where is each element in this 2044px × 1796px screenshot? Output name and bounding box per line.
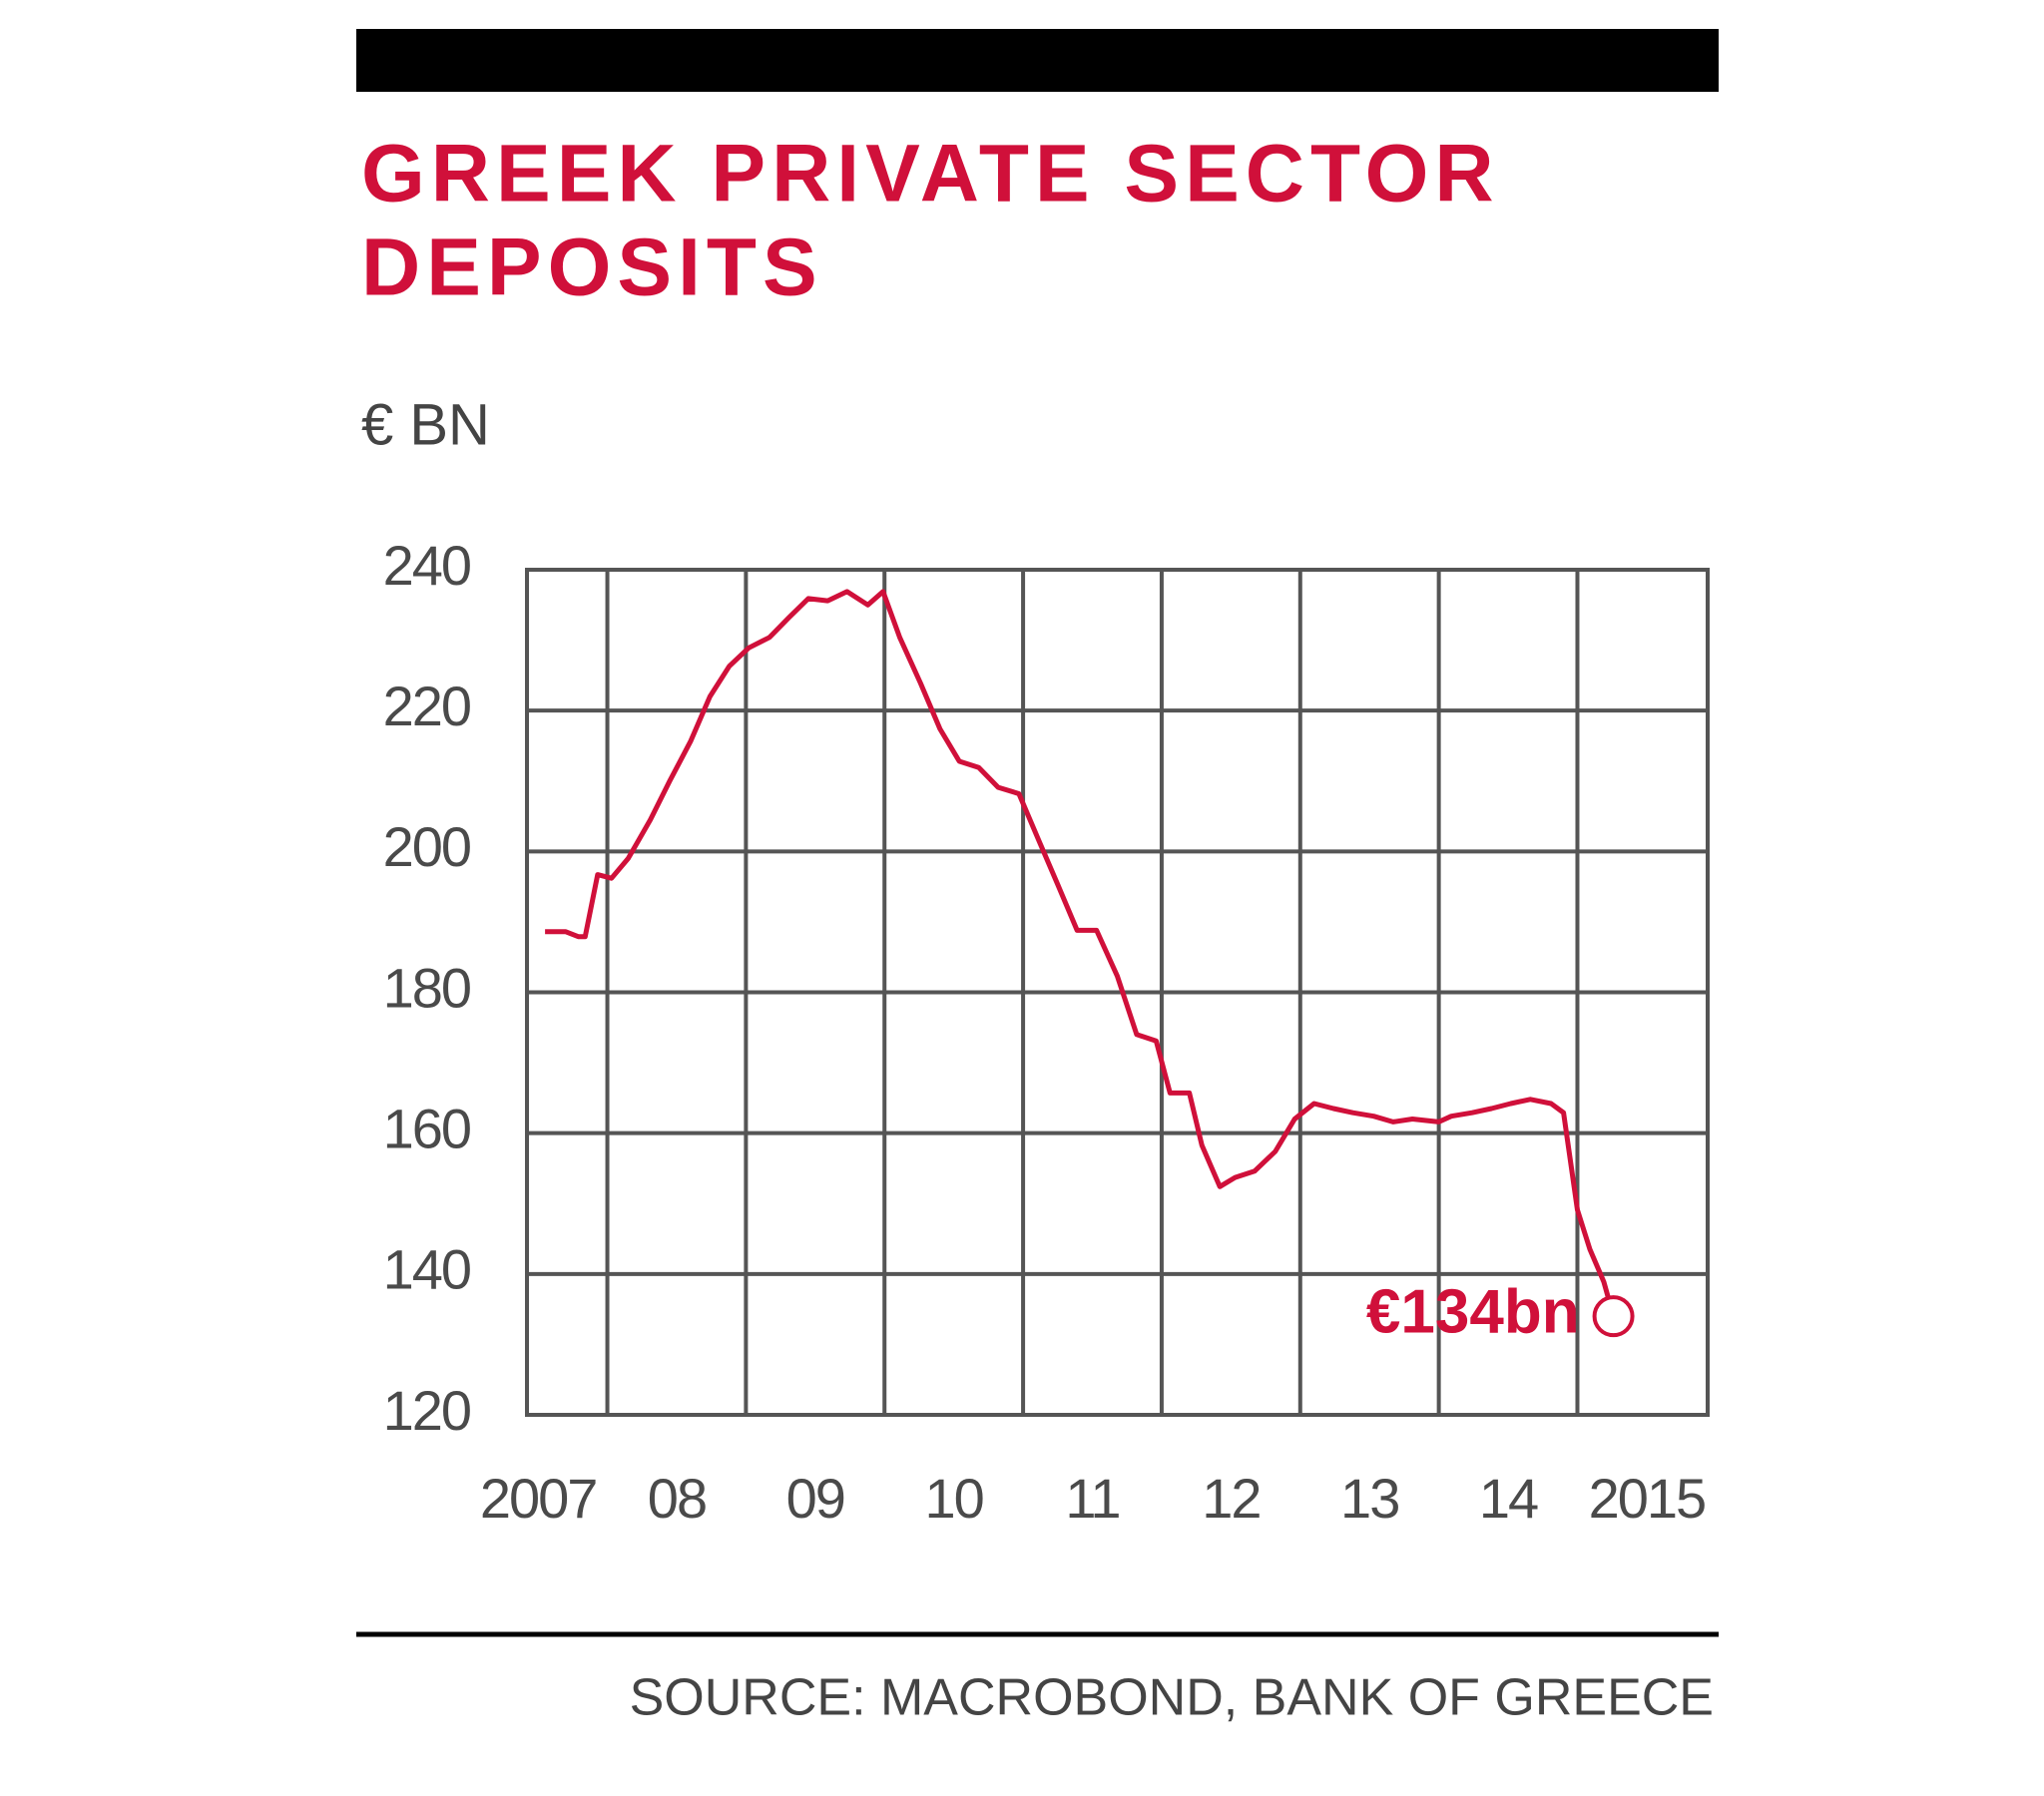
y-tick-label: 160	[383, 1097, 470, 1159]
x-tick-label: 2007	[480, 1467, 597, 1530]
x-tick-label: 08	[648, 1467, 706, 1530]
chart-title: DEPOSITS	[361, 223, 823, 313]
x-tick-label: 11	[1065, 1467, 1119, 1530]
x-tick-label: 10	[925, 1467, 983, 1530]
y-tick-label: 220	[383, 674, 470, 737]
end-marker	[1592, 1295, 1635, 1338]
y-axis-label: € BN	[361, 392, 490, 457]
x-tick-label: 09	[786, 1467, 844, 1530]
y-tick-label: 120	[383, 1379, 470, 1442]
y-tick-label: 200	[383, 815, 470, 878]
data-line	[545, 589, 1617, 1317]
plot-frame	[525, 568, 1710, 1417]
header-bar	[356, 29, 1719, 92]
y-tick-label: 140	[383, 1238, 470, 1301]
x-tick-label: 12	[1202, 1467, 1260, 1530]
source: SOURCE: MACROBOND, BANK OF GREECE	[630, 1669, 1714, 1727]
annotation: €134bn	[1366, 1278, 1580, 1347]
x-tick-label: 2015	[1589, 1467, 1706, 1530]
y-tick-label: 240	[383, 534, 470, 597]
x-tick-label: 14	[1479, 1467, 1538, 1530]
y-tick-label: 180	[383, 956, 470, 1019]
chart-title: GREEK PRIVATE SECTOR	[361, 129, 1500, 220]
x-tick-label: 13	[1340, 1467, 1398, 1530]
